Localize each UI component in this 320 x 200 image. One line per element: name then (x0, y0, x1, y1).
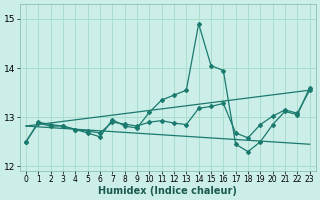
X-axis label: Humidex (Indice chaleur): Humidex (Indice chaleur) (98, 186, 237, 196)
